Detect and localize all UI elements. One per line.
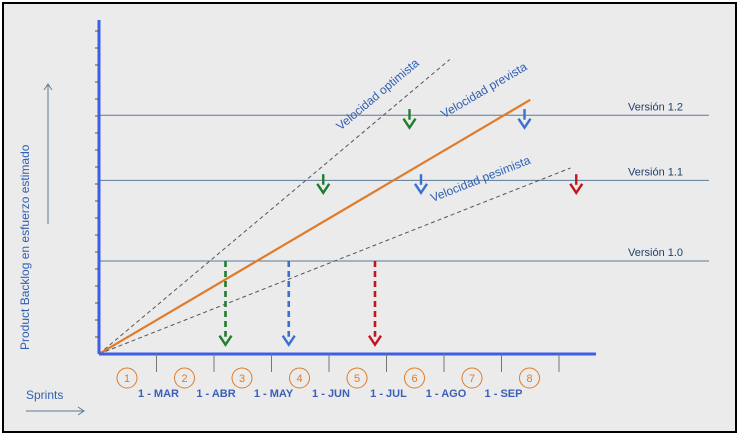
sprint-number: 7 (469, 373, 475, 385)
arrow-down-icon (218, 335, 233, 347)
sprint-marker (519, 367, 540, 389)
chart-frame: Versión 1.0 Versión 1.1 Versión 1.2 Velocid… (2, 2, 737, 433)
arrow-down-icon (316, 183, 331, 195)
arrow-down-icon (569, 183, 584, 195)
velocity-line (98, 98, 531, 355)
sprint-marker (116, 367, 138, 389)
arrow-up-icon (43, 83, 53, 91)
sprint-marker (461, 367, 483, 389)
version-lines (99, 114, 709, 262)
month-label: 1 - AGO (426, 388, 467, 400)
sprint-marker (231, 367, 253, 389)
arrow-down-icon (368, 335, 382, 347)
version-label: Versión 1.0 (628, 247, 683, 259)
month-label: 1 - SEP (485, 388, 523, 400)
sprint-marker (174, 367, 195, 389)
month-label: 1 - ABR (196, 388, 235, 400)
burndown-chart: Versión 1.0 Versión 1.1 Versión 1.2 Velocid… (18, 20, 709, 416)
x-axis-title: Sprints (26, 388, 63, 402)
sprint-marker (289, 367, 310, 389)
sprint-number: 4 (296, 373, 302, 385)
arrow-down-icon (281, 335, 296, 347)
sprint-marker (404, 367, 425, 389)
sprint-number: 1 (124, 373, 130, 385)
velocity-label: Velocidad prevista (438, 59, 529, 121)
sprint-number: 5 (354, 373, 360, 385)
version-label: Versión 1.1 (628, 166, 683, 178)
velocity-label: Velocidad optimista (333, 56, 421, 133)
arrow-down-icon (517, 118, 532, 130)
arrow-right-icon (77, 406, 85, 416)
arrow-down-icon (414, 183, 428, 195)
sprint-number: 3 (239, 373, 245, 385)
velocity-label: Velocidad pesimista (428, 153, 532, 205)
labels: Versión 1.0 Versión 1.1 Versión 1.2 Velocid… (18, 56, 683, 416)
sprint-number: 8 (526, 373, 532, 385)
version-label: Versión 1.2 (628, 101, 683, 113)
month-label: 1 - JUL (370, 388, 407, 400)
month-label: 1 - MAR (138, 388, 179, 400)
month-label: 1 - JUN (312, 388, 350, 400)
sprint-number: 6 (411, 373, 417, 385)
month-label: 1 - MAY (254, 388, 294, 400)
projection-arrows (218, 109, 584, 347)
velocity-line (98, 59, 451, 355)
velocity-lines (98, 59, 571, 355)
arrow-down-icon (402, 118, 417, 130)
velocity-line (98, 167, 571, 355)
sprint-marker (346, 367, 368, 389)
axes (95, 20, 596, 372)
sprint-number: 2 (181, 373, 187, 385)
y-axis-title: Product Backlog en esfuerzo estimado (18, 144, 32, 350)
